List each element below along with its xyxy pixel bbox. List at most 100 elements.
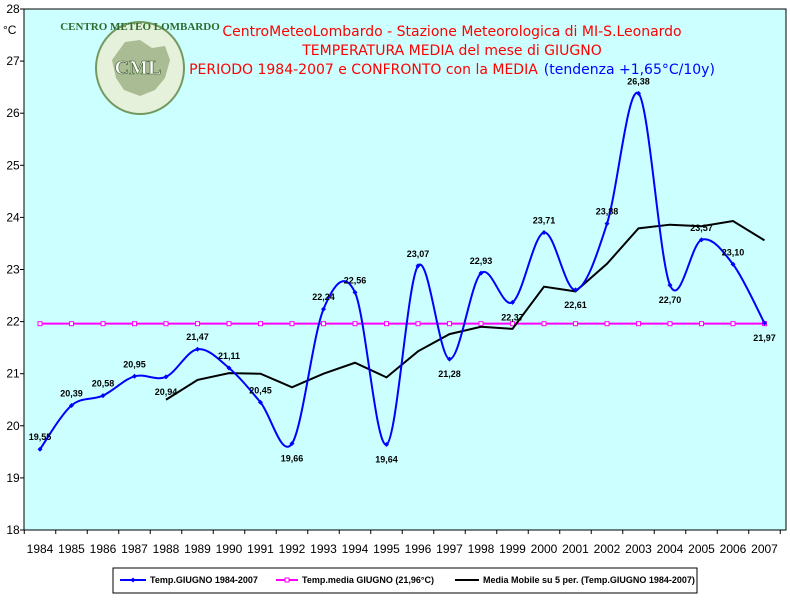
logo-center-text: CML <box>115 57 162 79</box>
average-point <box>37 321 43 327</box>
data-labels: 19,55 20,39 20,58 20,95 20,94 21,47 21,11 20,45… <box>29 76 776 464</box>
data-label: 21,28 <box>438 369 461 379</box>
average-point <box>447 321 452 327</box>
june-temp-point <box>762 320 767 326</box>
average-point <box>510 321 515 327</box>
title-trend: (tendenza +1,65°C/10y) <box>544 62 715 78</box>
data-label: 23,57 <box>690 223 713 233</box>
data-label: 22,56 <box>344 275 367 285</box>
y-tick-label: 20 <box>6 419 20 433</box>
x-tick-label: 1992 <box>279 542 306 556</box>
y-axis-unit: °C <box>3 23 17 37</box>
series-layer <box>37 90 767 452</box>
x-tick-label: 2001 <box>562 542 589 556</box>
data-label: 22,70 <box>659 295 682 305</box>
logo-ring-text: CENTRO METEO LOMBARDO <box>60 21 220 33</box>
x-tick-label: 2005 <box>688 542 715 556</box>
x-tick-label: 2007 <box>751 542 778 556</box>
june-temp-point <box>100 393 106 399</box>
june-temp-point <box>573 287 578 293</box>
x-tick-label: 1984 <box>27 542 54 556</box>
data-label: 23,07 <box>407 249 430 259</box>
x-tick-label: 1986 <box>90 542 117 556</box>
june-temp-point <box>667 282 673 288</box>
june-temp-point <box>258 399 263 405</box>
june-temp-point <box>604 221 610 227</box>
legend-box <box>112 567 698 594</box>
june-temp-point <box>636 90 641 96</box>
june-temp-point <box>321 306 326 312</box>
june-temp-point <box>447 356 452 362</box>
legend-marker-average <box>284 577 290 583</box>
legend-label-average: Temp.media GIUGNO (21,96°C) <box>302 575 434 585</box>
june-temp-point <box>352 289 358 295</box>
average-point <box>604 321 610 327</box>
june-temp-point <box>226 365 232 371</box>
legend: Temp.GIUGNO 1984-2007 Temp.media GIUGNO (… <box>112 567 698 594</box>
average-point <box>163 321 169 327</box>
average-point <box>699 321 704 327</box>
y-tick-label: 23 <box>6 263 20 277</box>
june-temp-point <box>415 263 421 269</box>
data-label: 22,37 <box>501 312 524 322</box>
data-label: 20,95 <box>123 359 146 369</box>
average-point <box>384 321 389 327</box>
legend-marker-june-temp <box>130 577 136 583</box>
y-tick-label: 25 <box>6 158 20 172</box>
data-label: 23,10 <box>722 247 745 257</box>
data-label: 20,58 <box>92 379 115 389</box>
data-label: 22,93 <box>470 256 493 266</box>
june-temp-point <box>69 402 74 408</box>
average-point <box>667 321 673 327</box>
y-tick-label: 27 <box>6 54 20 68</box>
june-temp-point <box>132 373 137 379</box>
june-temp-point <box>510 299 515 305</box>
average-point <box>415 321 421 327</box>
june-temp-point <box>730 261 736 267</box>
y-tick-label: 18 <box>6 523 20 537</box>
title-line-2: TEMPERATURA MEDIA del mese di GIUGNO <box>301 43 602 59</box>
x-tick-label: 1991 <box>247 542 274 556</box>
x-tick-label: 1987 <box>121 542 148 556</box>
june-temp-point <box>195 346 200 352</box>
series-moving-average-line <box>165 219 766 401</box>
data-label: 23,71 <box>533 216 556 226</box>
x-tick-label: 1994 <box>342 542 369 556</box>
y-tick-label: 21 <box>6 367 20 381</box>
june-temp-point <box>37 446 43 452</box>
chart-title: CentroMeteoLombardo - Stazione Meteorolo… <box>189 24 715 78</box>
data-label: 21,11 <box>218 351 240 361</box>
average-point <box>636 321 641 327</box>
data-label: 21,97 <box>753 333 776 343</box>
x-tick-label: 1993 <box>310 542 337 556</box>
x-tick-label: 1990 <box>216 542 243 556</box>
title-period: PERIODO 1984-2007 e CONFRONTO con la MED… <box>189 62 538 78</box>
data-label: 21,47 <box>186 332 209 342</box>
data-label: 20,39 <box>60 388 83 398</box>
average-point <box>226 321 232 327</box>
y-tick-label: 24 <box>6 210 20 224</box>
x-tick-label: 2002 <box>594 542 621 556</box>
legend-label-moving-average: Media Mobile su 5 per. (Temp.GIUGNO 1984… <box>483 575 695 585</box>
data-label: 22,24 <box>312 292 335 302</box>
data-label: 20,94 <box>155 387 178 397</box>
legend-label-june-temp: Temp.GIUGNO 1984-2007 <box>150 575 258 585</box>
average-point <box>321 321 326 327</box>
data-label: 26,38 <box>627 76 650 86</box>
average-point <box>541 321 547 327</box>
title-line-1: CentroMeteoLombardo - Stazione Meteorolo… <box>222 24 681 40</box>
average-point <box>573 321 578 327</box>
x-tick-label: 1996 <box>405 542 432 556</box>
x-tick-label: 1997 <box>436 542 463 556</box>
data-label: 20,45 <box>249 385 272 395</box>
x-tick-label: 2004 <box>657 542 684 556</box>
x-tick-label: 1995 <box>373 542 400 556</box>
data-label: 22,61 <box>564 300 587 310</box>
x-tick-label: 1999 <box>499 542 526 556</box>
average-point <box>352 321 358 327</box>
x-tick-label: 1988 <box>153 542 180 556</box>
average-point <box>132 321 137 327</box>
average-point <box>289 321 295 327</box>
data-label: 19,66 <box>281 454 304 464</box>
